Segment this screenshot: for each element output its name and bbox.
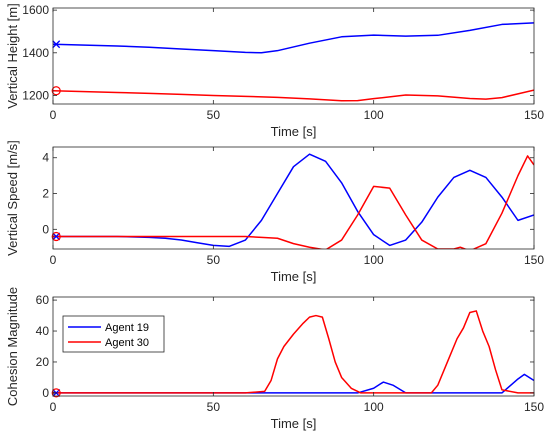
start-marker-x (52, 40, 61, 49)
y-tick-label: 0 (42, 222, 49, 236)
x-tick-label: 0 (50, 108, 57, 122)
x-tick-label: 100 (364, 108, 384, 122)
y-tick-label: 1200 (22, 88, 49, 102)
series-line-agent-30 (53, 89, 534, 102)
subplot-3: 0 50 100 150 0 20 40 60 Time [s] Cohesion Magnitu… (5, 287, 544, 431)
y-tick-label: 20 (36, 355, 50, 369)
start-marker-x (52, 232, 61, 241)
axes-box (52, 296, 535, 397)
x-axis-label: Time [s] (271, 269, 317, 284)
y-tick-label: 4 (42, 151, 49, 165)
subplot-container: 0 50 100 150 1200 1400 1600 Time [s] Vertical He… (5, 3, 544, 431)
x-tick-label: 150 (524, 108, 544, 122)
y-tick-label: 2 (42, 187, 49, 201)
start-marker-circle (51, 388, 61, 398)
series-line-agent-30 (53, 310, 534, 394)
x-tick-label: 50 (207, 400, 221, 414)
subplot-2: 0 50 100 150 0 2 4 Time [s] Vertical Speed [m/s] (5, 140, 544, 284)
legend: Agent 19 Agent 30 (62, 315, 165, 353)
axes-box (52, 7, 535, 105)
start-marker-circle (51, 231, 61, 242)
legend-label-agent-30: Agent 30 (105, 337, 149, 349)
series-line-agent-19 (53, 22, 534, 54)
x-tick-label: 0 (50, 253, 57, 267)
y-tick-label: 40 (36, 324, 50, 338)
series-line-agent-30 (53, 155, 534, 249)
y-axis-label: Cohesion Magnitude (5, 287, 20, 406)
legend-label-agent-19: Agent 19 (105, 322, 149, 334)
y-tick-label: 1600 (22, 3, 49, 17)
x-tick-label: 50 (207, 253, 221, 267)
x-tick-label: 0 (50, 400, 57, 414)
x-tick-label: 100 (364, 400, 384, 414)
legend-box (62, 315, 165, 353)
y-axis-label: Vertical Height [m] (5, 3, 20, 109)
y-tick-label: 0 (42, 386, 49, 400)
y-tick-label: 1400 (22, 46, 49, 60)
y-tick-label: 60 (36, 293, 50, 307)
series-line-agent-19 (53, 153, 534, 248)
x-axis-label: Time [s] (271, 124, 317, 139)
y-axis-label: Vertical Speed [m/s] (5, 140, 20, 256)
subplot-1: 0 50 100 150 1200 1400 1600 Time [s] Vertical He… (5, 3, 544, 139)
start-marker-circle (51, 86, 61, 96)
x-axis-label: Time [s] (271, 416, 317, 431)
x-tick-label: 50 (207, 108, 221, 122)
x-tick-label: 150 (524, 253, 544, 267)
x-tick-label: 100 (364, 253, 384, 267)
axes-box (52, 146, 535, 250)
x-tick-label: 150 (524, 400, 544, 414)
